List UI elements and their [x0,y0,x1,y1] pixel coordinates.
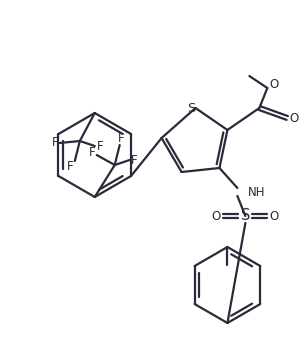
Text: F: F [88,147,95,159]
Text: F: F [52,136,58,150]
Text: NH: NH [248,187,265,199]
Text: F: F [131,153,138,167]
Text: F: F [117,132,124,146]
Text: O: O [212,209,221,222]
Text: S: S [187,103,196,115]
Text: F: F [67,161,73,173]
Text: O: O [270,79,279,91]
Text: F: F [96,140,103,152]
Text: S: S [241,209,250,224]
Text: O: O [290,112,299,126]
Text: O: O [270,209,279,222]
